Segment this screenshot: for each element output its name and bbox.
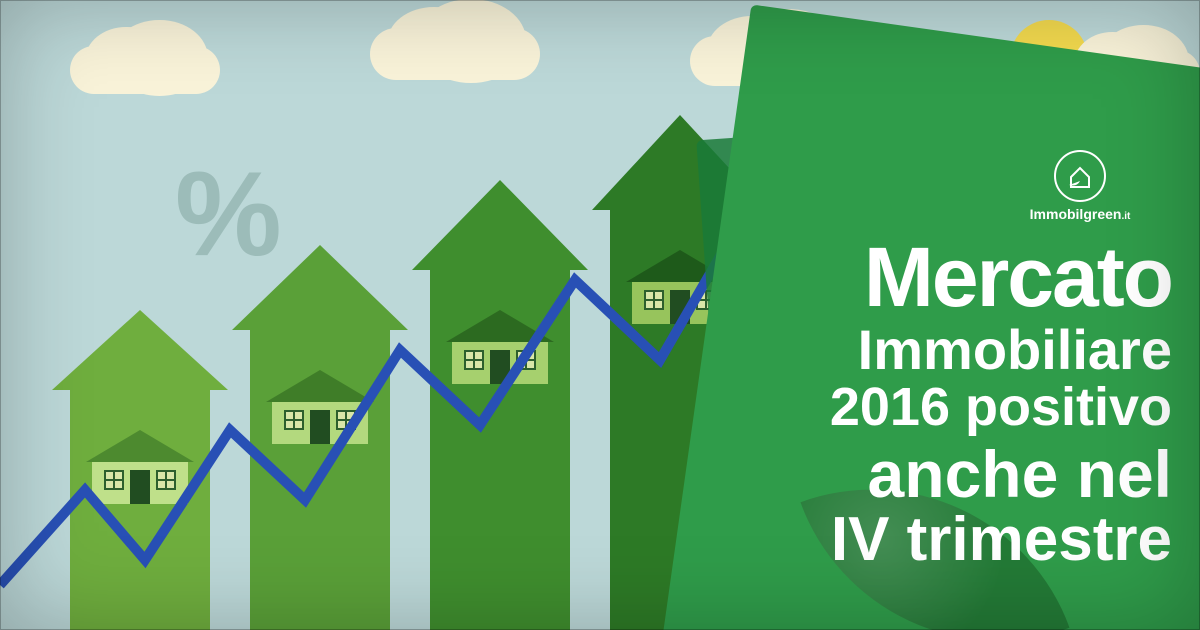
headline-line-3: 2016 positivo — [702, 380, 1172, 435]
logo-suffix: .it — [1121, 211, 1130, 222]
bar-arrows-group — [70, 70, 770, 630]
bar-arrow — [70, 310, 210, 630]
headline-line-2: Immobiliare — [702, 321, 1172, 378]
headline-line-5: IV trimestre — [702, 508, 1172, 571]
logo-mark-icon — [1054, 150, 1106, 202]
brand-logo: Immobilgreen.it — [1020, 150, 1140, 222]
headline-line-4: anche nel — [702, 441, 1172, 508]
bar-arrow — [250, 245, 390, 630]
infographic-canvas: % Immobilgreen.it Mercato Immobiliare 20… — [0, 0, 1200, 630]
headline-block: Mercato Immobiliare 2016 positivo anche … — [702, 235, 1172, 571]
logo-text: Immobilgreen — [1030, 206, 1122, 222]
bar-arrow — [430, 180, 570, 630]
headline-line-1: Mercato — [702, 235, 1172, 321]
